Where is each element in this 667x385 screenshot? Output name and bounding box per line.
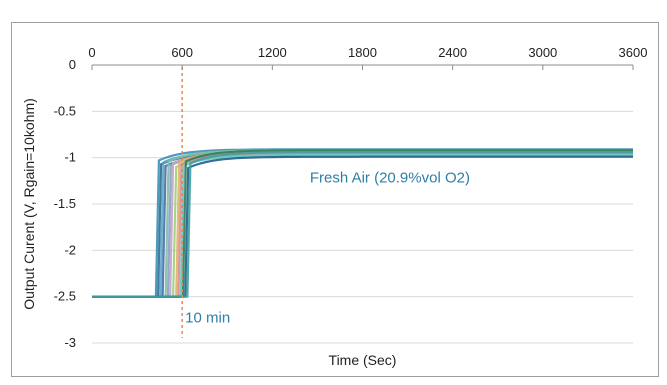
- series-line-10: [92, 153, 633, 298]
- gridlines: [92, 110, 633, 344]
- series-group: [92, 148, 634, 298]
- y-tick-label-1: -0.5: [54, 103, 76, 118]
- labels: 0 -0.5 -1 -1.5 -2 -2.5 -3 0 600 1200 1800 2400 3000 3…: [21, 45, 647, 368]
- axes: [91, 64, 634, 70]
- chart-frame: 0 -0.5 -1 -1.5 -2 -2.5 -3 0 600 1200 1800 2400 3000 3…: [11, 22, 659, 377]
- y-tick-label-2: -1: [64, 150, 76, 165]
- x-tick-label-5: 3000: [528, 45, 557, 60]
- x-tick-label-6: 3600: [619, 45, 648, 60]
- y-tick-label-0: 0: [69, 57, 76, 72]
- x-tick-label-0: 0: [88, 45, 95, 60]
- x-tick-label-3: 1800: [348, 45, 377, 60]
- line-chart: 0 -0.5 -1 -1.5 -2 -2.5 -3 0 600 1200 1800 2400 3000 3…: [21, 45, 647, 368]
- series-line-12: [92, 155, 633, 298]
- y-axis-title: Output Curent (V, Rgain=10kohm): [21, 98, 37, 310]
- annotation-10-min: 10 min: [185, 310, 230, 327]
- annotation-fresh-air: Fresh Air (20.9%vol O2): [310, 170, 470, 187]
- y-tick-label-3: -1.5: [54, 196, 76, 211]
- y-tick-label-4: -2: [64, 242, 76, 257]
- x-tick-label-2: 1200: [258, 45, 287, 60]
- x-tick-label-1: 600: [171, 45, 193, 60]
- y-tick-label-5: -2.5: [54, 289, 76, 304]
- y-tick-label-6: -3: [64, 335, 76, 350]
- series-line-11: [92, 149, 633, 298]
- x-tick-label-4: 2400: [438, 45, 467, 60]
- series-line-13: [92, 151, 633, 298]
- x-axis-title: Time (Sec): [329, 352, 397, 368]
